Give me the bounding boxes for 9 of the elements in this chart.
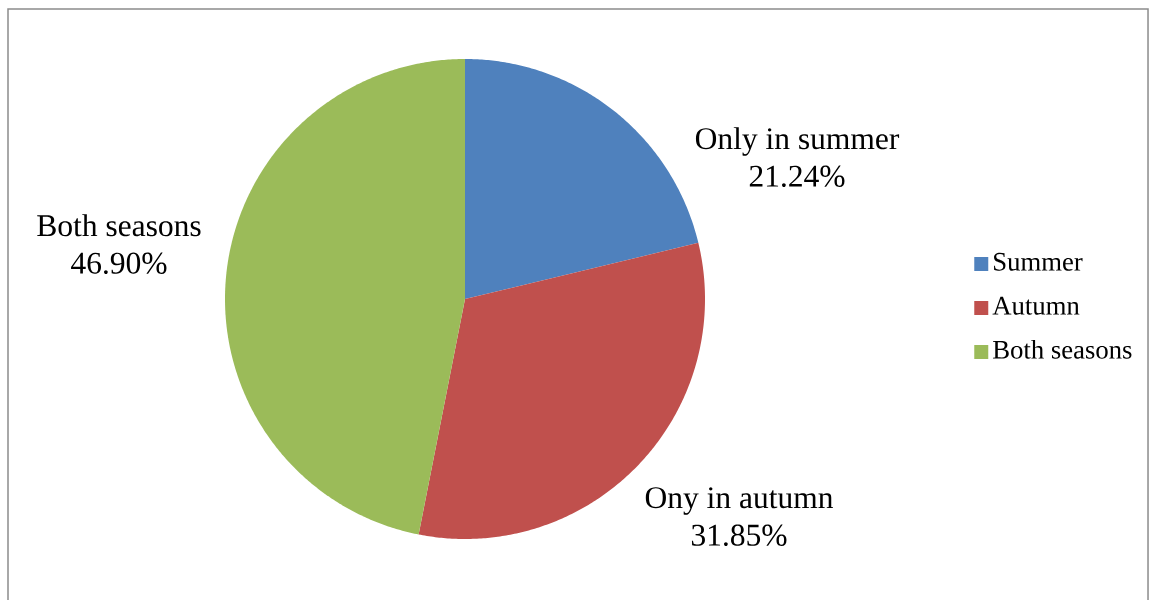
text: Ony in autumn: [645, 487, 833, 515]
text: Both seasons: [37, 214, 201, 237]
text: Only in summer: [695, 127, 900, 156]
legend-label: Autumn: [992, 296, 1080, 315]
data-label: 46.90%: [71, 252, 167, 274]
data-label: 31.85%: [691, 524, 787, 546]
legend-label: Both seasons: [993, 339, 1132, 359]
data-label: 21.24%: [749, 165, 845, 187]
legend-label: Summer: [994, 252, 1083, 271]
